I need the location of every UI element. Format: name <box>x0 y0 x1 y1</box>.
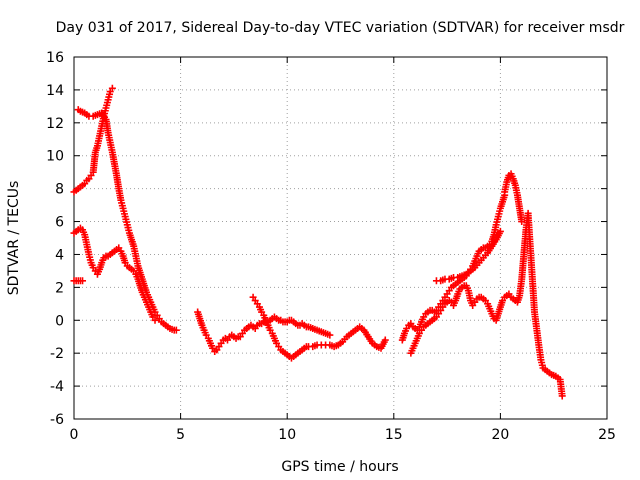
x-tick-label: 0 <box>70 427 79 443</box>
y-tick-label: 8 <box>55 182 64 198</box>
x-tick-label: 5 <box>176 427 185 443</box>
data-points <box>70 84 566 400</box>
x-tick-label: 20 <box>491 427 509 443</box>
data-point <box>172 326 180 334</box>
y-tick-labels: -6 -4 -2 0 2 4 6 8 10 12 14 16 <box>46 50 64 428</box>
y-tick-label: 16 <box>46 50 64 66</box>
y-tick-label: 14 <box>46 83 64 99</box>
data-point <box>518 218 526 226</box>
x-tick-label: 15 <box>385 427 403 443</box>
y-axis-label: SDTVAR / TECUs <box>6 181 22 296</box>
data-point <box>381 336 389 344</box>
y-tick-label: -6 <box>50 412 64 428</box>
y-tick-label: 4 <box>55 247 64 263</box>
x-tick-label: 10 <box>278 427 296 443</box>
y-tick-label: 2 <box>55 280 64 296</box>
y-tick-label: -2 <box>50 346 64 362</box>
x-tick-label: 25 <box>598 427 616 443</box>
plot-frame <box>73 56 608 420</box>
data-point <box>326 331 334 339</box>
data-point <box>79 277 87 285</box>
x-tick-labels: 0 5 10 15 20 25 <box>70 427 616 443</box>
axis-ticks <box>73 56 608 420</box>
y-tick-label: -4 <box>50 379 64 395</box>
y-tick-label: 6 <box>55 215 64 231</box>
data-point <box>558 392 566 400</box>
data-point <box>496 227 504 235</box>
chart-title: Day 031 of 2017, Sidereal Day-to-day VTE… <box>56 20 625 36</box>
x-axis-label: GPS time / hours <box>281 459 398 475</box>
y-tick-label: 10 <box>46 149 64 165</box>
y-tick-label: 0 <box>55 313 64 329</box>
data-point <box>151 316 159 324</box>
data-point <box>108 84 116 92</box>
y-tick-label: 12 <box>46 116 64 132</box>
